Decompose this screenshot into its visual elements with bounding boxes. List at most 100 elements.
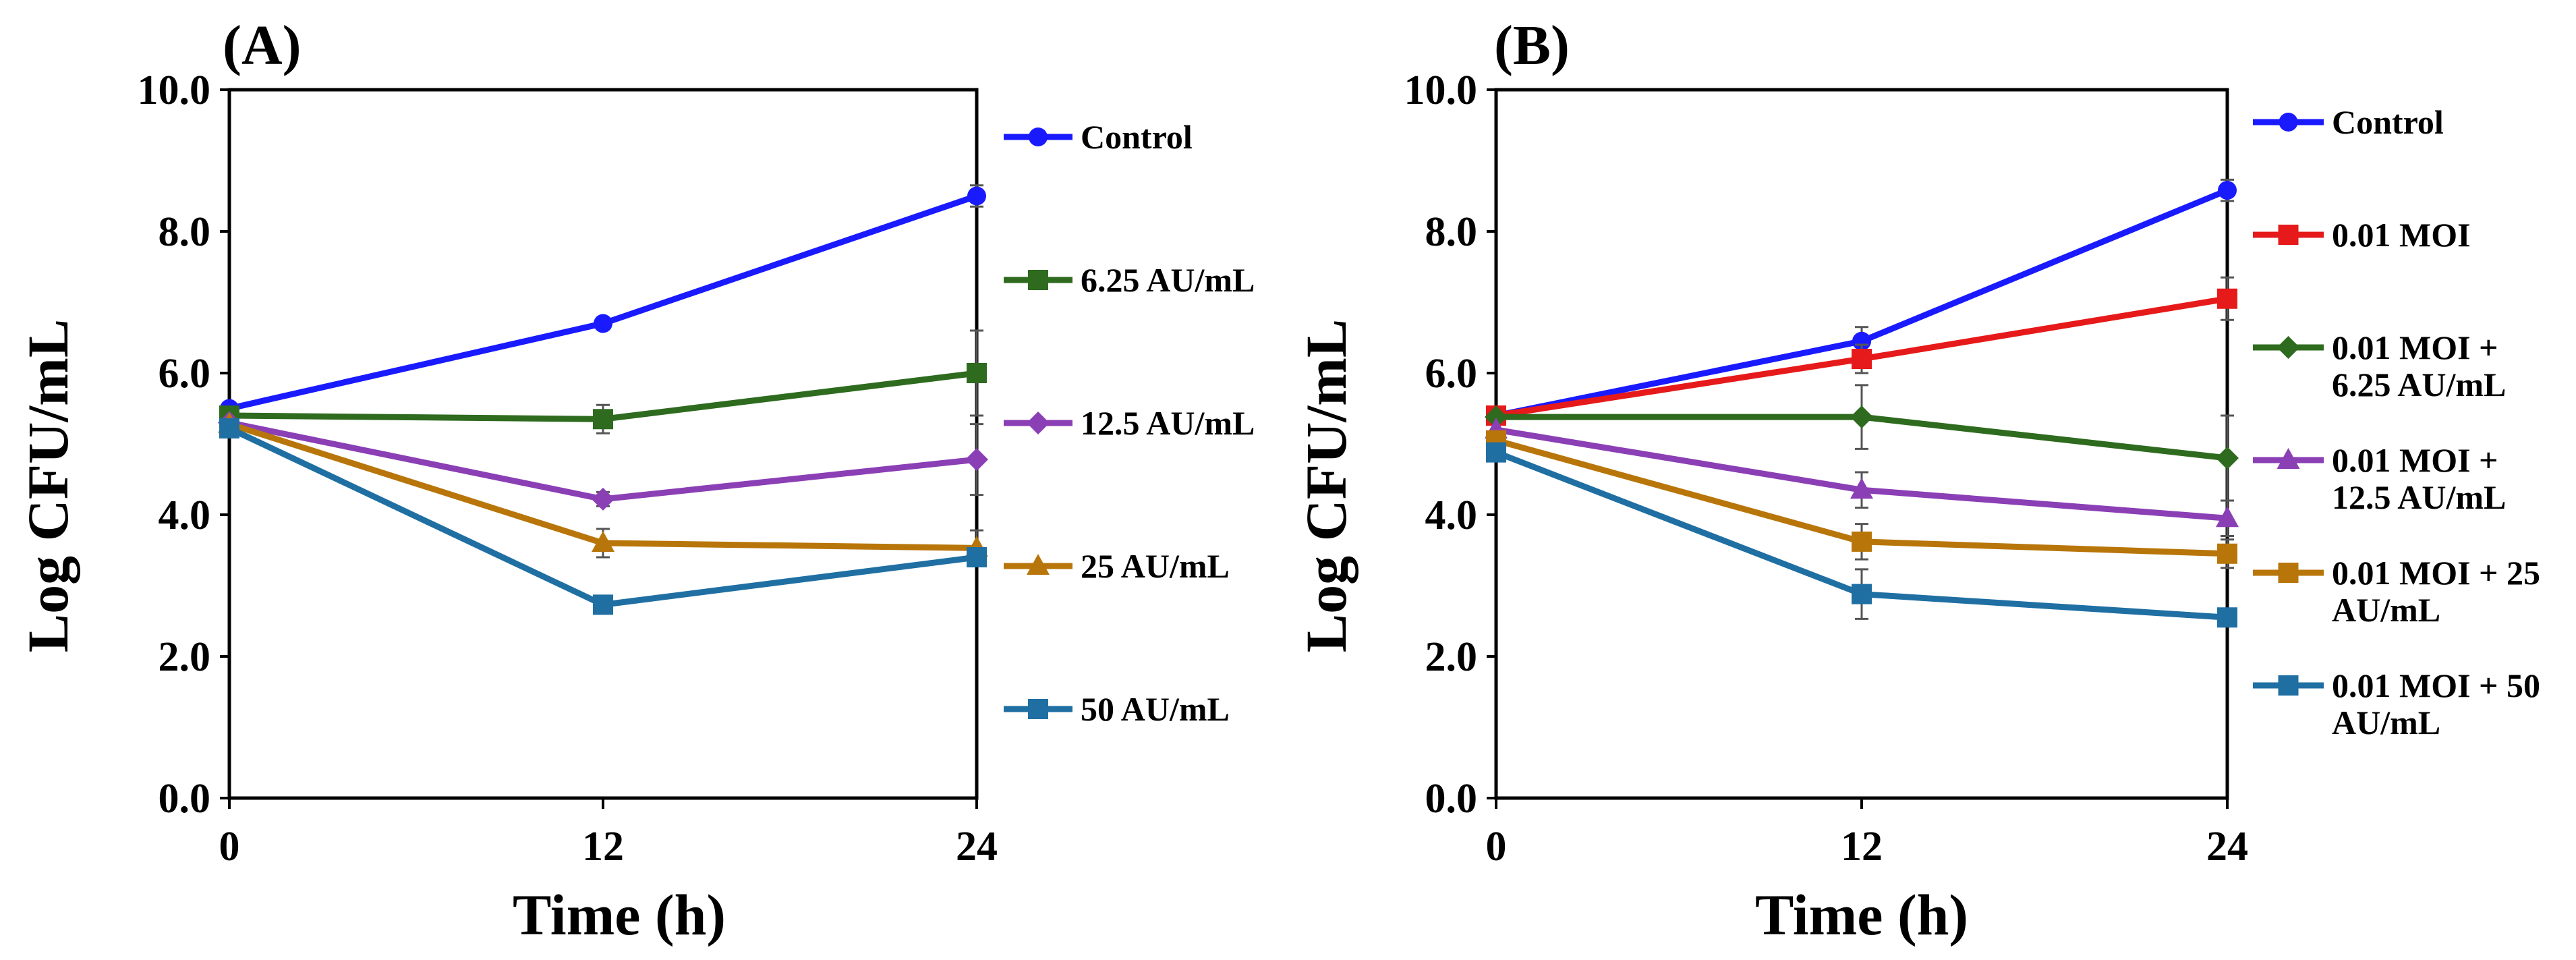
legend-marker [2278,675,2299,696]
legend-item-a-0: Control [1004,118,1193,156]
panel-label-a: (A) [223,14,302,77]
legend-marker [2278,563,2299,583]
series-b-3 [1485,418,2239,537]
legend-label: 25 AU/mL [1081,547,1230,585]
data-point [1852,584,1872,604]
data-point [2218,181,2237,200]
y-axis-label-a: Log CFU/mL [16,319,80,653]
data-point [593,409,613,430]
legend-a: Control 6.25 AU/mL 12.5 AU/mL 25 AU/mL 50 AU… [1004,118,1255,728]
y-axis-label-b: Log CFU/mL [1294,319,1358,653]
y-tick-label-b: 8.0 [1425,209,1478,255]
x-tick-label-a: 24 [956,824,998,870]
y-tick-label-b: 10.0 [1404,67,1478,113]
y-tick-label-a: 6.0 [159,351,211,397]
series-line [228,425,977,608]
data-point [219,418,239,439]
y-tick-label-a: 4.0 [159,492,211,538]
legend-item-b-3: 0.01 MOI +12.5 AU/mL [2253,441,2506,516]
legend-marker [2277,336,2300,359]
data-point [593,594,613,615]
x-tick-label-b: 12 [1841,824,1883,870]
legend-label: 0.01 MOI + [2332,329,2498,366]
data-point [1850,478,1873,499]
x-axis-label-b: Time (h) [1755,882,1968,947]
axes-b: 0.0 2.0 4.0 6.0 8.0 10.0 0 12 24 [1404,67,2249,870]
legend-item-a-1: 6.25 AU/mL [1004,261,1255,299]
axes-a: 0.0 2.0 4.0 6.0 8.0 10.0 0 12 24 [138,67,998,870]
legend-item-a-3: 25 AU/mL [1004,547,1230,585]
legend-label: 0.01 MOI + 25 [2332,554,2540,592]
y-tick-label-a: 8.0 [159,209,211,255]
data-point [967,363,987,383]
data-point [592,487,614,511]
y-tick-label-a: 10.0 [138,67,211,113]
y-tick-label-b: 4.0 [1425,492,1478,538]
series-line [229,193,978,412]
panel-label-b: (B) [1494,14,1570,77]
legend-label: 12.5 AU/mL [2332,478,2506,516]
series-b-1 [1486,276,2237,426]
legend-marker [2277,448,2300,469]
legend-label: AU/mL [2332,591,2440,629]
data-point [2217,607,2237,628]
legend-label: 6.25 AU/mL [2332,366,2506,403]
legend-item-b-1: 0.01 MOI [2253,216,2471,254]
legend-label: 0.01 MOI [2332,216,2471,254]
data-point [967,547,987,567]
data-point [967,186,986,206]
x-tick-label-b: 24 [2206,824,2248,870]
data-point [1852,531,1872,552]
data-point [1850,405,1873,429]
legend-marker [1027,412,1050,434]
legend-item-a-2: 12.5 AU/mL [1004,404,1255,442]
x-tick-label-a: 0 [219,824,240,870]
legend-label: AU/mL [2332,704,2440,741]
data-point [965,448,988,472]
y-tick-label-b: 6.0 [1425,351,1478,397]
legend-marker [1028,699,1048,719]
data-point [2217,543,2237,564]
data-point [594,314,612,333]
legend-item-a-4: 50 AU/mL [1004,690,1230,728]
panel-b: (B) Log CFU/mL Time (h) 0.0 2.0 4.0 6.0 8.0 1… [1294,14,2540,947]
series-b-4 [1486,430,2237,569]
y-tick-label-b: 2.0 [1425,634,1478,680]
x-axis-label-a: Time (h) [513,882,726,947]
series-b-2 [1485,384,2239,502]
legend-label: 0.01 MOI + [2332,441,2498,479]
legend-label: Control [1081,118,1193,156]
series-a-1 [219,329,987,434]
series-line [1495,187,2229,419]
y-tick-label-a: 2.0 [159,634,211,680]
y-tick-label-b: 0.0 [1425,776,1478,822]
series-b-5 [1486,442,2237,628]
data-point [1485,405,1508,429]
legend-marker [1029,128,1048,146]
data-point [2216,506,2239,528]
data-point [2217,288,2237,309]
series-layer-a [218,184,988,615]
legend-marker [1028,270,1048,290]
legend-marker [2278,225,2299,245]
legend-label: 50 AU/mL [1081,690,1230,728]
series-b-0 [1487,178,2237,425]
x-tick-label-b: 0 [1486,824,1507,870]
x-tick-label-a: 12 [582,824,624,870]
legend-label: 0.01 MOI + 50 [2332,667,2540,704]
legend-item-b-0: Control [2253,103,2444,141]
data-point [2216,447,2239,470]
y-tick-label-a: 0.0 [159,776,211,822]
series-layer-b [1485,178,2239,628]
series-a-4 [219,418,987,615]
legend-label: Control [2332,103,2444,141]
legend-label: 6.25 AU/mL [1081,261,1255,299]
legend-marker [2279,113,2298,132]
data-point [1852,349,1872,369]
data-point [1852,331,1871,351]
data-point [1486,442,1506,463]
